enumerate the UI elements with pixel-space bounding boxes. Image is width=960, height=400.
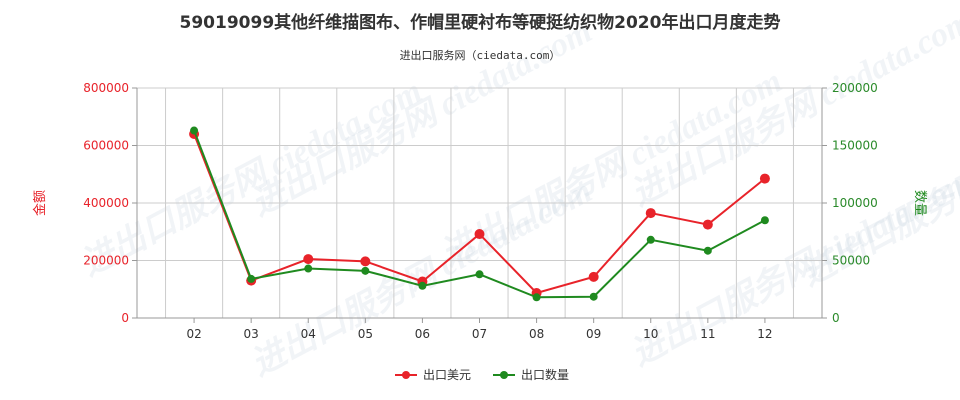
left-tick-label: 0 <box>121 311 129 325</box>
x-tick-label: 06 <box>415 327 430 341</box>
right-tick-label: 200000 <box>832 81 878 95</box>
right-tick-label: 50000 <box>832 254 870 268</box>
x-tick-label: 05 <box>358 327 373 341</box>
data-point-left <box>645 208 656 219</box>
right-axis-title: 数量 <box>912 190 927 216</box>
x-tick-label: 02 <box>186 327 201 341</box>
axes: 0 200000 400000 600000 800000 0 50000 100000 150… <box>32 81 927 341</box>
left-tick-label: 400000 <box>83 196 129 210</box>
right-tick-label: 0 <box>832 311 840 325</box>
x-tick-label: 10 <box>643 327 658 341</box>
left-axis-title: 金额 <box>32 190 48 216</box>
data-point-right <box>589 292 598 301</box>
data-point-right <box>703 246 712 255</box>
data-point-left <box>759 173 770 184</box>
data-point-right <box>532 293 541 302</box>
left-tick-label: 800000 <box>83 81 129 95</box>
data-point-right <box>646 235 655 244</box>
grid-lines <box>137 87 822 318</box>
data-point-left <box>303 254 314 265</box>
series-layer <box>189 126 770 302</box>
legend-label: 出口美元 <box>423 368 471 382</box>
data-point-right <box>304 264 313 273</box>
data-point-left <box>360 256 371 267</box>
data-point-left <box>702 219 713 230</box>
x-tick-label: 09 <box>586 327 601 341</box>
legend-swatch-marker <box>500 371 508 379</box>
legend-swatch-marker <box>402 371 410 379</box>
chart-subtitle: 进出口服务网（ciedata.com） <box>399 49 561 62</box>
x-tick-label: 08 <box>529 327 544 341</box>
chart-title: 59019099其他纤维描图布、作帽里硬衬布等硬挺纺织物2020年出口月度走势 <box>179 13 781 33</box>
data-point-right <box>475 270 484 279</box>
data-point-right <box>361 266 370 275</box>
right-tick-label: 100000 <box>832 196 878 210</box>
data-point-right <box>418 281 427 290</box>
left-tick-label: 200000 <box>83 254 129 268</box>
right-tick-label: 150000 <box>832 139 878 153</box>
x-tick-label: 04 <box>301 327 316 341</box>
left-tick-label: 600000 <box>83 139 129 153</box>
data-point-left <box>474 229 485 240</box>
data-point-right <box>247 274 256 283</box>
x-tick-label: 07 <box>472 327 487 341</box>
x-tick-label: 03 <box>244 327 259 341</box>
data-point-right <box>190 126 199 135</box>
legend-label: 出口数量 <box>521 367 569 382</box>
legend: 出口美元 出口数量 <box>395 367 569 382</box>
x-tick-label: 12 <box>757 327 772 341</box>
data-point-left <box>588 271 599 282</box>
x-tick-label: 11 <box>700 327 715 341</box>
data-point-right <box>760 216 769 225</box>
